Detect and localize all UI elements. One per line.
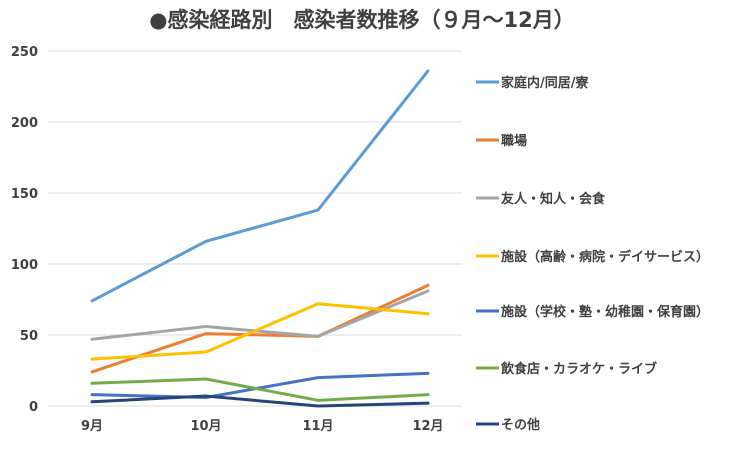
series-line-3 (90, 302, 430, 361)
series-line-1 (90, 283, 430, 374)
legend-item: 家庭内/同居/寮 (476, 75, 589, 91)
y-tick-label: 200 (11, 116, 38, 131)
y-tick-label: 100 (11, 258, 38, 273)
y-tick-label: 250 (11, 45, 38, 60)
legend-label: 友人・知人・会食 (501, 191, 606, 207)
legend-label: 職場 (501, 133, 527, 149)
x-tick-label: 12月 (412, 419, 443, 434)
legend-label: 施設（高齢・病院・デイサービス） (501, 249, 709, 265)
legend-item: 飲食店・カラオケ・ライブ (476, 361, 657, 377)
legend-label: 飲食店・カラオケ・ライブ (500, 361, 657, 377)
series-line-5 (90, 377, 430, 402)
series-line-0 (90, 69, 430, 303)
chart-title: ●感染経路別 感染者数推移（９月～12月） (149, 8, 575, 32)
y-tick-label: 50 (20, 329, 38, 344)
x-tick-label: 9月 (81, 419, 103, 434)
series-line-2 (90, 289, 430, 341)
series-line-6 (90, 394, 430, 408)
y-tick-label: 0 (29, 400, 38, 415)
legend-item: 施設（学校・塾・幼稚園・保育園） (476, 304, 709, 320)
x-tick-label: 10月 (190, 419, 221, 434)
legend-item: 施設（高齢・病院・デイサービス） (476, 249, 709, 265)
legend-label: その他 (501, 417, 540, 433)
legend-item: その他 (476, 417, 540, 433)
legend-label: 家庭内/同居/寮 (501, 75, 589, 91)
legend-item: 友人・知人・会食 (476, 191, 606, 207)
legend-item: 職場 (476, 133, 527, 149)
y-tick-label: 150 (11, 187, 38, 202)
series-line-4 (90, 371, 430, 399)
x-axis-ticks: 9月 10月 11月 12月 (81, 419, 444, 434)
x-tick-label: 11月 (302, 419, 333, 434)
y-axis-ticks: 0 50 100 150 200 250 (11, 45, 38, 415)
legend-label: 施設（学校・塾・幼稚園・保育園） (501, 304, 709, 320)
series-lines (90, 69, 430, 408)
